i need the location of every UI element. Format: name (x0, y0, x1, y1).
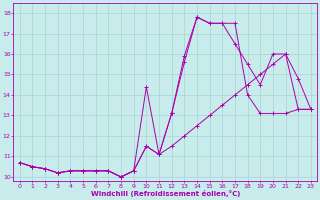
X-axis label: Windchill (Refroidissement éolien,°C): Windchill (Refroidissement éolien,°C) (91, 190, 240, 197)
